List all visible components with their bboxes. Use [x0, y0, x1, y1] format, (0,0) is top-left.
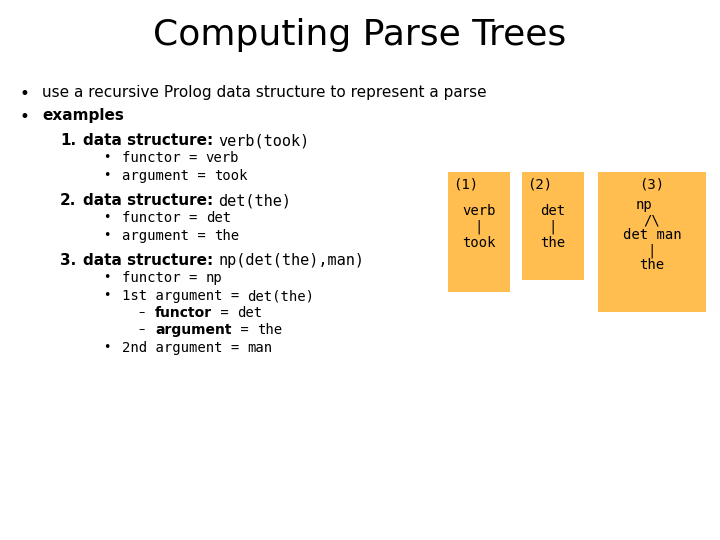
Text: data structure:: data structure: — [83, 253, 218, 268]
Text: np(det(the),man): np(det(the),man) — [218, 253, 364, 268]
Text: |: | — [549, 220, 557, 234]
Text: the: the — [256, 323, 282, 337]
Text: (2): (2) — [527, 178, 552, 192]
Text: examples: examples — [42, 108, 124, 123]
Text: det man: det man — [623, 228, 681, 242]
Text: data structure:: data structure: — [83, 133, 218, 148]
Text: det(the): det(the) — [248, 289, 315, 303]
Text: det: det — [206, 211, 231, 225]
FancyBboxPatch shape — [522, 172, 584, 280]
Text: –: – — [138, 306, 144, 319]
Text: 2.: 2. — [60, 193, 76, 208]
Text: np: np — [206, 271, 222, 285]
Text: det(the): det(the) — [218, 193, 292, 208]
Text: |: | — [474, 220, 483, 234]
Text: functor: functor — [155, 306, 212, 320]
Text: •: • — [103, 151, 110, 164]
Text: 2nd argument =: 2nd argument = — [122, 341, 248, 355]
Text: argument: argument — [155, 323, 232, 337]
Text: (1): (1) — [453, 178, 478, 192]
Text: /\: /\ — [644, 213, 660, 227]
Text: the: the — [214, 229, 239, 243]
Text: 1st argument =: 1st argument = — [122, 289, 248, 303]
Text: functor =: functor = — [122, 211, 206, 225]
Text: •: • — [103, 289, 110, 302]
Text: argument =: argument = — [122, 229, 214, 243]
Text: took: took — [462, 236, 496, 250]
Text: 1.: 1. — [60, 133, 76, 148]
Text: =: = — [232, 323, 256, 337]
Text: •: • — [103, 341, 110, 354]
Text: •: • — [103, 229, 110, 242]
Text: verb(took): verb(took) — [218, 133, 310, 148]
Text: |: | — [648, 243, 656, 258]
Text: verb: verb — [206, 151, 239, 165]
Text: argument =: argument = — [122, 169, 214, 183]
Text: data structure:: data structure: — [83, 193, 218, 208]
Text: =: = — [212, 306, 238, 320]
Text: use a recursive Prolog data structure to represent a parse: use a recursive Prolog data structure to… — [42, 85, 487, 100]
Text: functor =: functor = — [122, 151, 206, 165]
Text: •: • — [20, 85, 30, 103]
Text: •: • — [103, 211, 110, 224]
Text: the: the — [639, 258, 665, 272]
Text: Computing Parse Trees: Computing Parse Trees — [153, 18, 567, 52]
Text: the: the — [541, 236, 566, 250]
Text: (3): (3) — [639, 178, 665, 192]
Text: 3.: 3. — [60, 253, 76, 268]
Text: •: • — [20, 108, 30, 126]
Text: functor =: functor = — [122, 271, 206, 285]
FancyBboxPatch shape — [598, 172, 706, 312]
Text: det: det — [541, 204, 566, 218]
Text: •: • — [103, 169, 110, 182]
Text: det: det — [238, 306, 262, 320]
Text: verb: verb — [462, 204, 496, 218]
Text: •: • — [103, 271, 110, 284]
Text: took: took — [214, 169, 248, 183]
Text: np: np — [636, 198, 652, 212]
Text: man: man — [248, 341, 273, 355]
FancyBboxPatch shape — [448, 172, 510, 292]
Text: –: – — [138, 323, 144, 336]
